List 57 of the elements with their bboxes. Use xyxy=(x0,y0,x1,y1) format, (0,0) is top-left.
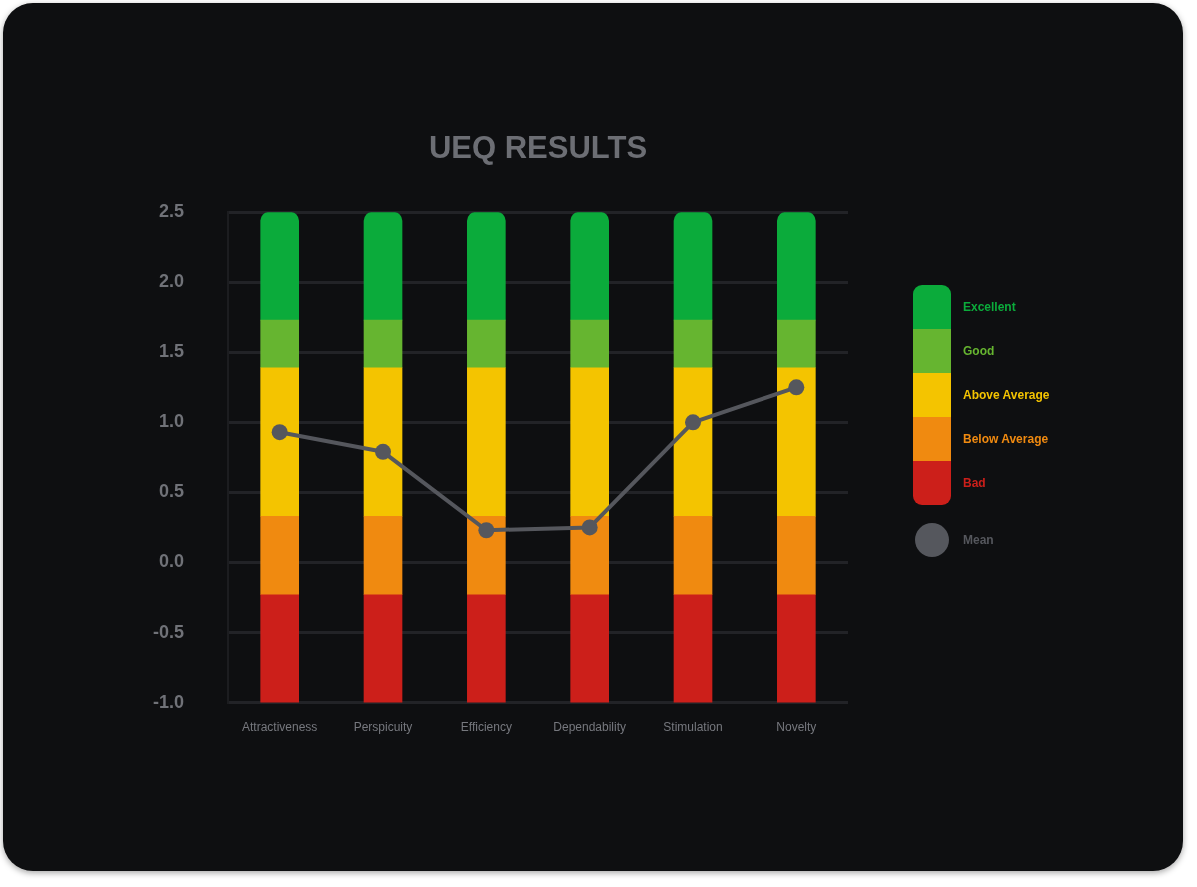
bar xyxy=(777,367,816,517)
text: Mean xyxy=(963,533,994,547)
y-tick-label: -0.5 xyxy=(152,621,185,642)
y-tick-label: 1.5 xyxy=(158,341,185,362)
x-tick-label: Perspicuity xyxy=(353,720,413,735)
bar xyxy=(260,594,300,703)
bar xyxy=(673,594,713,703)
point xyxy=(685,414,701,431)
x-tick-label: Efficiency xyxy=(460,720,512,735)
point xyxy=(375,443,392,460)
x-tick-label: Novelty xyxy=(776,720,817,735)
bar xyxy=(777,594,816,703)
x-tick-label: Stimulation xyxy=(663,720,723,735)
bar xyxy=(363,212,403,321)
bar xyxy=(777,319,816,369)
bar xyxy=(570,594,609,703)
bar xyxy=(363,319,403,369)
bar xyxy=(467,515,506,596)
point xyxy=(478,522,495,539)
bar xyxy=(570,515,609,596)
bar xyxy=(570,212,609,321)
bar xyxy=(363,515,403,596)
text: Above Average xyxy=(963,388,1050,402)
y-tick-label: 2.0 xyxy=(158,271,185,292)
bar xyxy=(467,367,506,517)
bar xyxy=(673,319,713,369)
y-tick-label: -1.0 xyxy=(152,691,185,712)
point xyxy=(271,424,288,441)
bar xyxy=(260,367,300,517)
bar xyxy=(570,367,609,517)
bar xyxy=(467,594,506,703)
text: Excellent xyxy=(963,300,1016,314)
y-tick-label: 0.5 xyxy=(158,481,185,502)
bar xyxy=(673,515,713,596)
bar xyxy=(673,367,713,517)
bar xyxy=(363,367,403,517)
bar xyxy=(467,212,506,321)
text: Bad xyxy=(963,476,986,490)
bar xyxy=(570,319,609,369)
x-tick-label: Attractiveness xyxy=(241,720,318,735)
point xyxy=(788,379,805,396)
y-tick-label: 0.0 xyxy=(158,551,185,572)
bar xyxy=(363,594,403,703)
point xyxy=(581,519,598,536)
y-tick-label: 2.5 xyxy=(158,201,185,222)
text: Below Average xyxy=(963,432,1049,446)
bar xyxy=(260,319,300,369)
bar xyxy=(260,515,300,596)
bar xyxy=(260,212,300,321)
bar xyxy=(777,212,816,321)
y-tick-label: 1.0 xyxy=(158,411,185,432)
bar xyxy=(777,515,816,596)
bar xyxy=(467,319,506,369)
chart-title: UEQ RESULTS xyxy=(428,130,648,166)
text: Good xyxy=(963,344,995,358)
x-tick-label: Dependability xyxy=(553,720,627,735)
bar xyxy=(673,212,713,321)
